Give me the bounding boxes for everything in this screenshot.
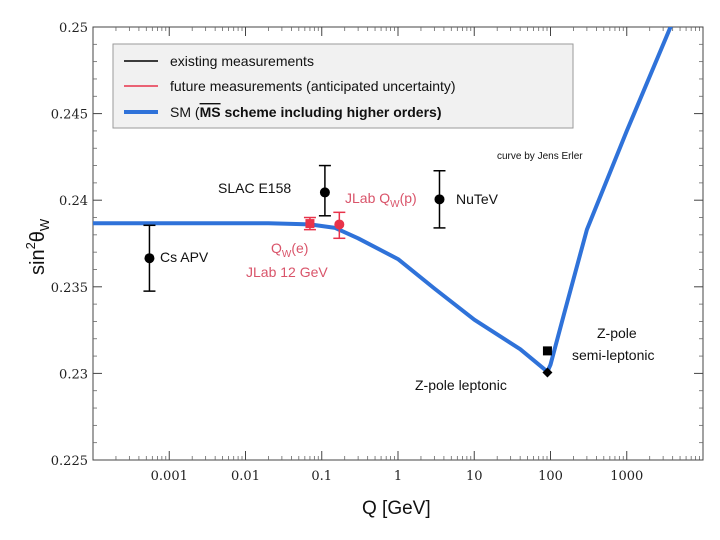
- marker-z-pole-semi-leptonic: [542, 346, 552, 356]
- y-tick-label: 0.225: [51, 454, 88, 469]
- legend-label-existing: existing measurements: [170, 53, 314, 69]
- x-tick-label: 0.1: [311, 469, 332, 484]
- y-axis-title: sin2θW: [23, 218, 52, 275]
- x-tick-label: 1000: [610, 469, 643, 484]
- data-points: [143, 164, 553, 378]
- x-tick-label: 0.001: [151, 469, 188, 484]
- sm-curve: [93, 27, 673, 374]
- axis-ticks: 0.001 0.01 0.1 1 10 100 1000 0.225 0.23 0.235 0.24…: [51, 21, 703, 484]
- y-tick-label: 0.245: [51, 108, 88, 123]
- x-tick-label: 100: [538, 469, 563, 484]
- legend: existing measurements future measurement…: [112, 43, 574, 129]
- label-cs-apv: Cs APV: [160, 249, 209, 265]
- marker-z-pole-leptonic: [542, 367, 553, 378]
- y-tick-label: 0.23: [59, 367, 88, 382]
- marker-slac-e158: [319, 187, 330, 198]
- x-tick-label: 1: [394, 469, 402, 484]
- label-zpole-leptonic: Z-pole leptonic: [415, 377, 507, 393]
- x-axis-title: Q [GeV]: [362, 498, 431, 519]
- legend-box: [112, 43, 574, 129]
- label-nutev: NuTeV: [456, 191, 499, 207]
- marker-nutev: [434, 194, 445, 205]
- marker-qw-e-: [305, 219, 315, 229]
- label-qwe: QW(e): [271, 240, 308, 260]
- x-tick-label: 10: [466, 469, 483, 484]
- label-jlab-12gev: JLab 12 GeV: [246, 264, 328, 280]
- x-tick-label: 0.01: [231, 469, 260, 484]
- label-zpole-semileptonic-1: Z-pole: [597, 325, 637, 341]
- sm-curve-group: [93, 27, 673, 374]
- marker-jlab-qw-p-: [334, 219, 345, 230]
- y-tick-label: 0.25: [59, 21, 88, 36]
- legend-label-sm: SM (MS scheme including higher orders): [170, 104, 442, 120]
- curve-credit: curve by Jens Erler: [497, 151, 583, 162]
- label-jlab-qwp: JLab QW(p): [345, 190, 417, 210]
- y-tick-label: 0.24: [59, 194, 88, 209]
- label-zpole-semileptonic-2: semi-leptonic: [572, 347, 654, 363]
- y-tick-label: 0.235: [51, 281, 88, 296]
- legend-label-future: future measurements (anticipated uncerta…: [170, 78, 456, 94]
- marker-cs-apv: [144, 253, 155, 264]
- label-slac-e158: SLAC E158: [218, 180, 291, 196]
